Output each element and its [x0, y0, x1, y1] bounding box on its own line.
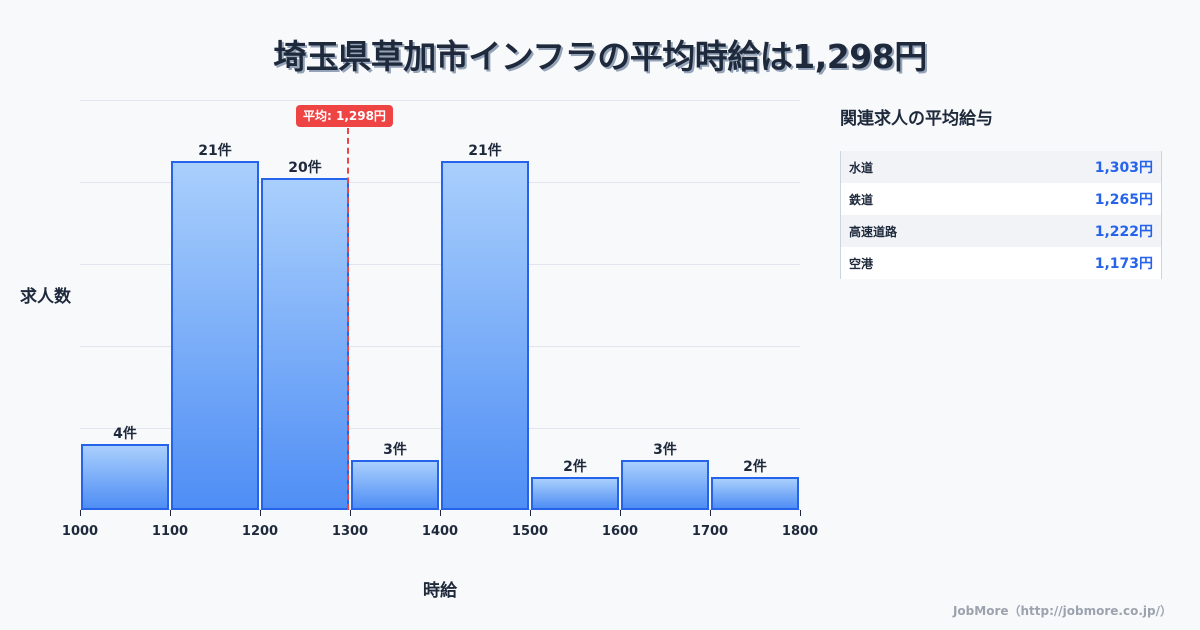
job-category: 水道 — [849, 160, 874, 175]
x-tick — [440, 510, 441, 516]
histogram-chart: 4件 21件 20件 3件 21件 2件 3件 2件 1000 1100 1200 1300 1400… — [20, 100, 819, 601]
page-title: 埼玉県草加市インフラの平均時給は1,298円 — [273, 37, 927, 76]
histogram-bar — [621, 460, 709, 510]
avg-wage: 1,265円 — [1094, 192, 1153, 208]
x-tick-label: 1000 — [61, 524, 99, 539]
gridline — [80, 428, 800, 429]
gridline — [80, 264, 800, 265]
avg-wage: 1,303円 — [1094, 160, 1153, 176]
x-tick — [710, 510, 711, 516]
histogram-bar — [261, 178, 349, 510]
x-tick — [620, 510, 621, 516]
job-category: 空港 — [849, 256, 874, 271]
x-tick — [350, 510, 351, 516]
bar-value-label: 21件 — [198, 143, 232, 160]
avg-wage: 1,222円 — [1094, 224, 1153, 240]
gridline — [80, 100, 800, 101]
bar-value-label: 2件 — [563, 458, 587, 475]
bar-value-label: 3件 — [383, 442, 407, 459]
x-tick-label: 1200 — [241, 524, 279, 539]
x-tick-label: 1100 — [151, 524, 189, 539]
table-row: 水道 1,303円 — [841, 151, 1161, 183]
bar-value-label: 21件 — [468, 143, 502, 160]
related-salary-table: 水道 1,303円 鉄道 1,265円 高速道路 1,222円 空港 1,173… — [840, 151, 1162, 279]
x-axis-label: 時給 — [423, 581, 457, 601]
bar-value-label: 2件 — [743, 458, 767, 475]
x-tick-label: 1300 — [331, 524, 369, 539]
x-tick-label: 1400 — [421, 524, 459, 539]
job-category: 鉄道 — [849, 192, 874, 207]
histogram-bar — [531, 476, 619, 510]
x-tick-label: 1500 — [511, 524, 549, 539]
histogram-bar — [441, 161, 529, 510]
bar-value-label: 20件 — [288, 160, 322, 177]
x-tick — [170, 510, 171, 516]
bar-value-label: 3件 — [653, 442, 677, 459]
x-tick — [80, 510, 81, 516]
footer-credit: JobMore（http://jobmore.co.jp/） — [952, 604, 1172, 618]
x-tick — [260, 510, 261, 516]
x-tick — [530, 510, 531, 516]
mean-badge: 平均: 1,298円 — [296, 105, 393, 127]
table-row: 空港 1,173円 — [841, 247, 1161, 279]
job-category: 高速道路 — [849, 224, 898, 239]
histogram-bar — [711, 476, 799, 510]
histogram-bar — [171, 161, 259, 510]
histogram-bar — [351, 460, 439, 510]
related-salary-panel: 関連求人の平均給与 水道 1,303円 鉄道 1,265円 高速道路 1,222… — [840, 104, 1162, 279]
x-tick-label: 1800 — [781, 524, 819, 539]
gridline — [80, 182, 800, 183]
x-axis-line — [80, 509, 800, 510]
mean-line — [347, 128, 350, 510]
gridline — [80, 346, 800, 347]
bar-value-label: 4件 — [113, 425, 137, 442]
x-tick — [800, 510, 801, 516]
table-row: 高速道路 1,222円 — [841, 215, 1161, 247]
table-row: 鉄道 1,265円 — [841, 183, 1161, 215]
x-tick-label: 1700 — [691, 524, 729, 539]
side-panel-title: 関連求人の平均給与 — [840, 109, 993, 129]
avg-wage: 1,173円 — [1094, 256, 1153, 272]
y-axis-label: 求人数 — [20, 287, 71, 307]
histogram-bar — [81, 443, 169, 510]
x-tick-label: 1600 — [601, 524, 639, 539]
